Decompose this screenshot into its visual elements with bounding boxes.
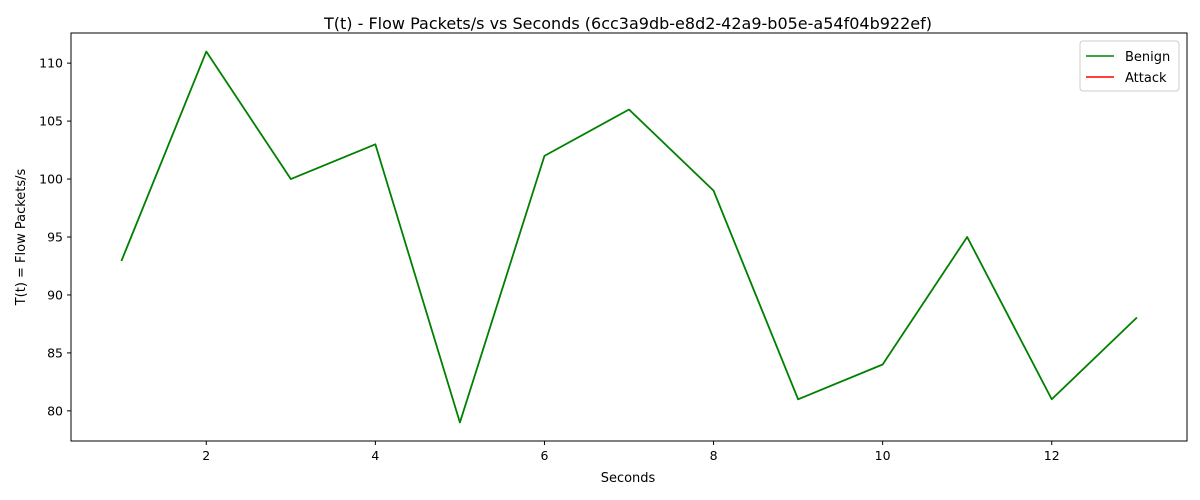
legend-label-attack: Attack — [1125, 71, 1167, 86]
x-tick-label: 6 — [540, 448, 548, 463]
x-tick-label: 8 — [710, 448, 718, 463]
series-line-benign — [120, 50, 1138, 424]
x-axis-label: Seconds — [601, 471, 656, 486]
y-axis-label: T(t) = Flow Packets/s — [14, 168, 29, 306]
x-tick-label: 10 — [875, 448, 891, 463]
x-tick-label: 4 — [371, 448, 379, 463]
legend: Benign Attack — [1079, 40, 1180, 92]
y-tick-label: 100 — [39, 172, 63, 187]
chart-title: T(t) - Flow Packets/s vs Seconds (6cc3a9… — [323, 14, 932, 33]
y-axis: 80 85 90 95 100 105 110 — [39, 56, 71, 418]
legend-box — [1079, 40, 1180, 92]
y-tick-label: 95 — [47, 230, 63, 245]
y-tick-label: 105 — [39, 114, 63, 129]
series-lines — [120, 50, 1138, 424]
legend-label-benign: Benign — [1125, 50, 1170, 65]
y-tick-label: 110 — [39, 56, 63, 71]
x-tick-label: 12 — [1044, 448, 1060, 463]
y-tick-label: 80 — [47, 403, 63, 418]
plot-area — [70, 32, 1188, 442]
y-tick-label: 85 — [47, 345, 63, 360]
y-tick-label: 90 — [47, 287, 63, 302]
x-tick-label: 2 — [202, 448, 210, 463]
x-axis: 2 4 6 8 10 12 — [202, 441, 1060, 463]
